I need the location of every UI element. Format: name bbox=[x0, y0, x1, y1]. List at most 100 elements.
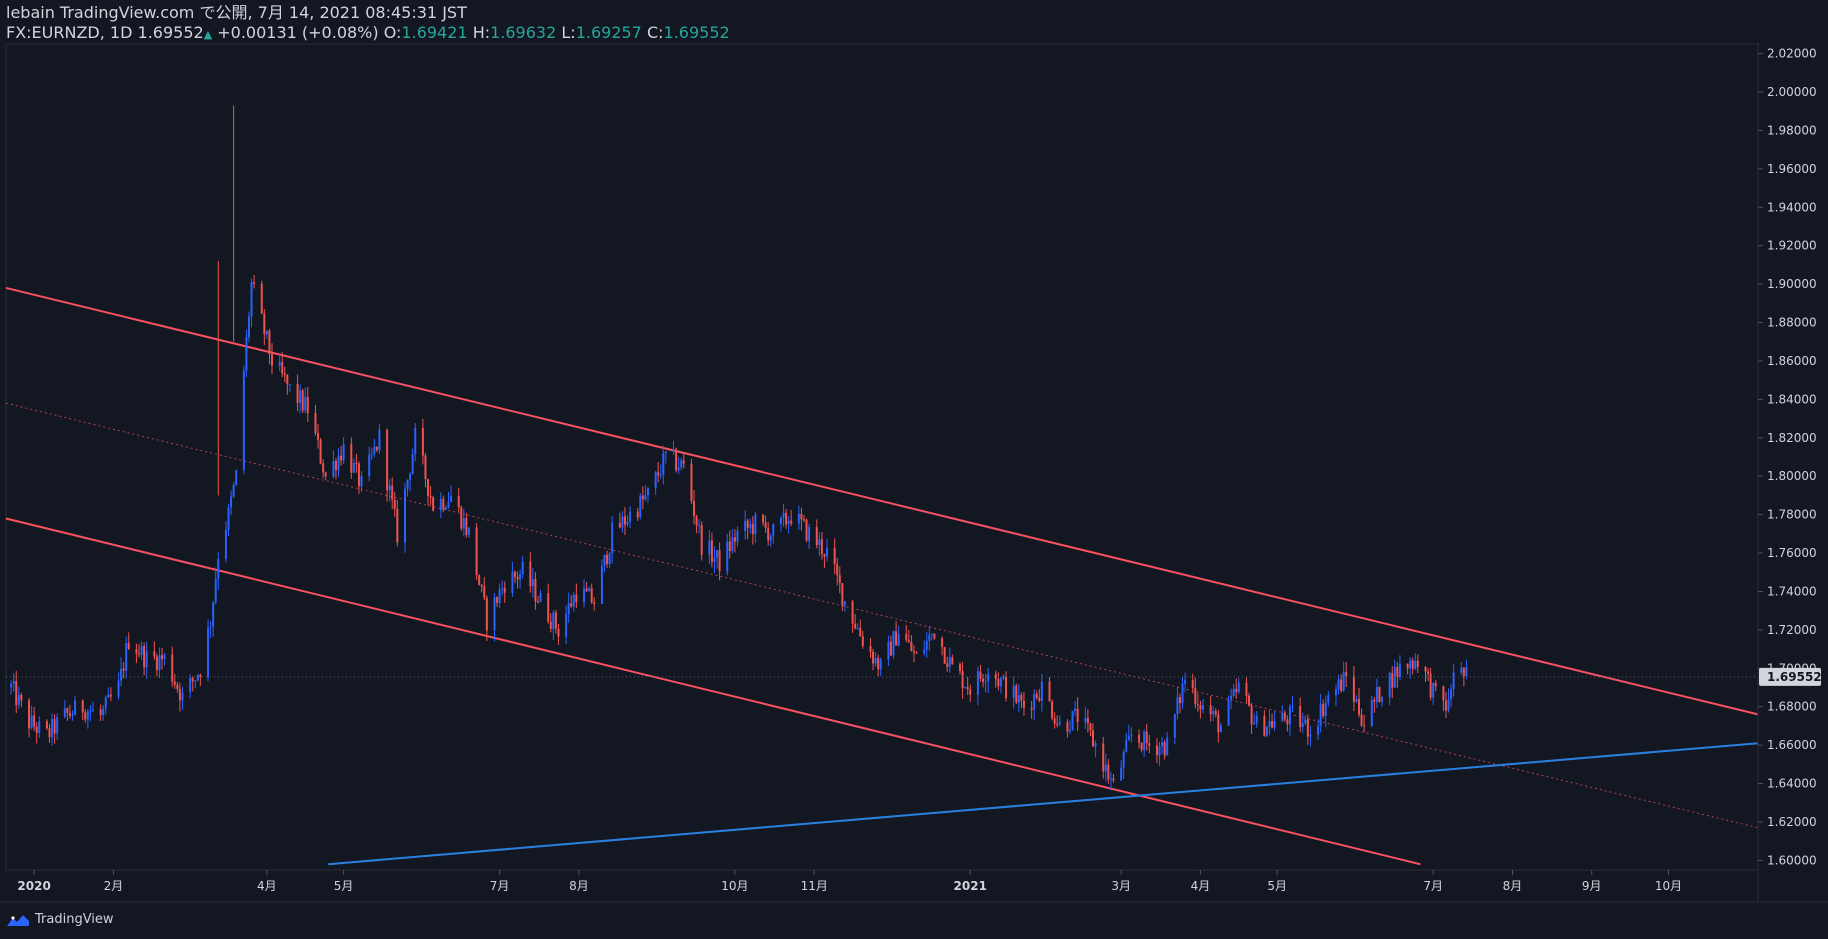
candle-body bbox=[966, 687, 969, 690]
candle-body bbox=[447, 501, 450, 508]
candle-body bbox=[51, 719, 54, 737]
candle-body bbox=[1143, 731, 1146, 750]
candle-body bbox=[603, 554, 606, 566]
candle-body bbox=[1248, 695, 1251, 706]
candle-body bbox=[496, 597, 499, 603]
tradingview-logo-icon bbox=[7, 914, 29, 926]
candle-body bbox=[253, 282, 256, 284]
symbol-label[interactable]: FX:EURNZD, 1D bbox=[6, 23, 133, 42]
candle-body bbox=[1334, 689, 1337, 696]
tradingview-footer[interactable]: TradingView bbox=[6, 912, 114, 927]
candle-body bbox=[196, 674, 199, 681]
candle-body bbox=[925, 640, 928, 650]
candle-body bbox=[539, 593, 542, 602]
candle-body bbox=[1281, 712, 1284, 722]
candle-body bbox=[549, 621, 552, 629]
candle-body bbox=[89, 711, 92, 713]
candle-body bbox=[71, 714, 74, 716]
candle-body bbox=[654, 472, 657, 489]
candle-body bbox=[800, 513, 803, 520]
candle-body bbox=[1317, 726, 1320, 735]
candle-body bbox=[68, 712, 71, 716]
candle-body bbox=[951, 657, 954, 665]
candle-body bbox=[764, 522, 767, 528]
candle-body bbox=[158, 655, 161, 671]
candle-body bbox=[521, 561, 524, 574]
candle-body bbox=[1176, 697, 1179, 714]
candle-body bbox=[907, 640, 910, 642]
candle-body bbox=[1388, 673, 1391, 698]
plot-frame bbox=[5, 43, 1759, 871]
candle-body bbox=[767, 527, 770, 541]
candle-body bbox=[1288, 707, 1291, 725]
candle-body bbox=[288, 384, 291, 386]
support-trendline[interactable] bbox=[328, 742, 1759, 866]
candle-body bbox=[334, 460, 337, 471]
candle-body bbox=[194, 680, 197, 682]
candle-body bbox=[1125, 739, 1128, 752]
candle-body bbox=[585, 588, 588, 592]
candle-body bbox=[406, 479, 409, 489]
candle-body bbox=[769, 535, 772, 541]
candle-body bbox=[583, 588, 586, 603]
candle-body bbox=[230, 496, 233, 508]
candle-body bbox=[263, 313, 266, 335]
candle-body bbox=[1235, 688, 1238, 692]
time-tick-label: 2021 bbox=[954, 879, 987, 893]
candle-body bbox=[513, 571, 516, 577]
channel-upper-line[interactable] bbox=[5, 286, 1759, 716]
candle-body bbox=[1370, 699, 1373, 727]
time-tick-label: 2月 bbox=[104, 879, 124, 893]
trend-drawings[interactable] bbox=[5, 286, 1759, 866]
time-tick-label: 9月 bbox=[1582, 879, 1602, 893]
candle-body bbox=[66, 708, 69, 713]
candle-body bbox=[646, 488, 649, 496]
candle-body bbox=[657, 472, 660, 476]
candle-body bbox=[1444, 700, 1447, 711]
last-price: 1.69552 bbox=[137, 23, 204, 42]
candle-body bbox=[1071, 710, 1074, 731]
tradingview-brand: TradingView bbox=[35, 912, 114, 927]
candle-body bbox=[421, 427, 424, 456]
candle-body bbox=[1337, 679, 1340, 690]
candle-body bbox=[808, 527, 811, 541]
candle-body bbox=[245, 337, 248, 371]
candle-body bbox=[892, 631, 895, 656]
channel-lower-line[interactable] bbox=[5, 517, 1421, 866]
price-tick-label: 1.82000 bbox=[1767, 431, 1817, 445]
candle-body bbox=[462, 518, 465, 529]
candle-body bbox=[1033, 693, 1036, 710]
channel-mid-line[interactable] bbox=[5, 402, 1759, 829]
candle-body bbox=[1084, 717, 1087, 723]
candle-body bbox=[659, 474, 662, 476]
candle-body bbox=[1066, 722, 1069, 732]
candle-body bbox=[53, 719, 56, 734]
candle-body bbox=[534, 579, 537, 602]
candle-body bbox=[1127, 735, 1130, 740]
candle-body bbox=[982, 678, 985, 682]
candle-body bbox=[593, 602, 596, 605]
time-tick-label: 4月 bbox=[1191, 879, 1211, 893]
candle-body bbox=[1196, 704, 1199, 706]
candle-body bbox=[836, 564, 839, 576]
candle-body bbox=[10, 683, 13, 688]
candle-body bbox=[1434, 682, 1437, 687]
candle-body bbox=[672, 449, 675, 452]
candle-body bbox=[1178, 697, 1181, 704]
candle-body bbox=[15, 681, 18, 705]
candle-body bbox=[1447, 699, 1450, 711]
candle-body bbox=[442, 498, 445, 510]
candle-body bbox=[923, 649, 926, 654]
candle-body bbox=[790, 520, 793, 524]
candle-body bbox=[1145, 731, 1148, 744]
candle-body bbox=[575, 594, 578, 603]
candle-body bbox=[173, 681, 176, 685]
candle-body bbox=[1429, 673, 1432, 698]
candle-body bbox=[214, 578, 217, 603]
candle-body bbox=[805, 519, 808, 541]
candle-body bbox=[212, 602, 215, 627]
candle-body bbox=[360, 475, 363, 487]
candle-body bbox=[797, 513, 800, 524]
candle-body bbox=[1102, 743, 1105, 772]
